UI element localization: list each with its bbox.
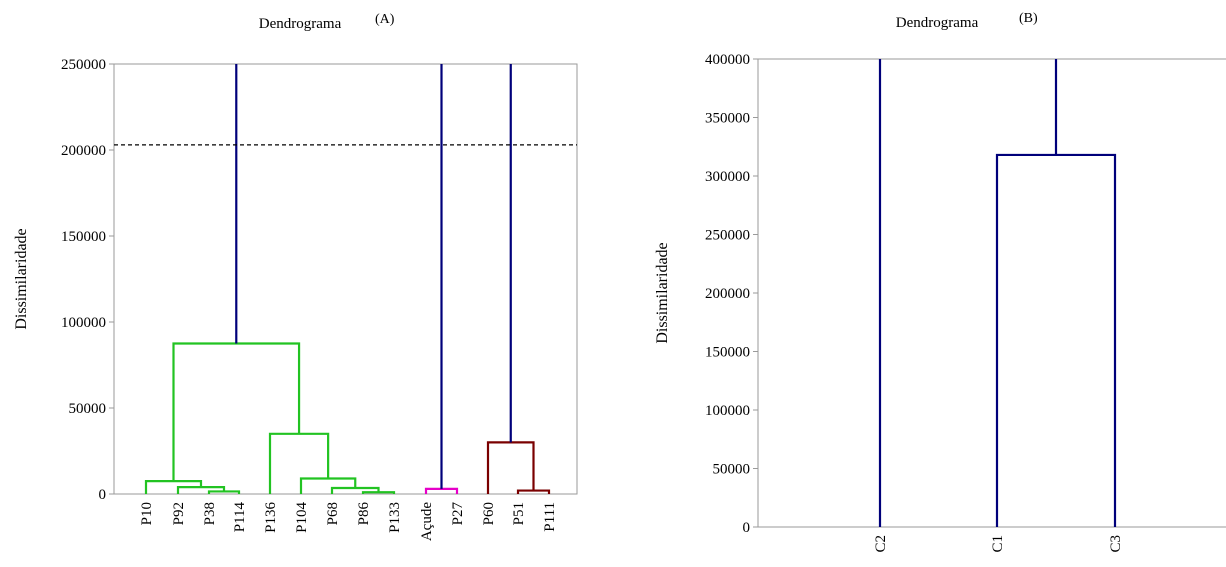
chart-b-leaf-label: C3 [1108,535,1124,553]
chart-b-y-tick-label: 200000 [705,286,750,302]
chart-a-merge-link [268,432,330,494]
chart-a-leaf-labels: P10 P92 P38 P114 P136 P104 P68 P86 P133 Açude P27 P… [139,502,558,542]
chart-a-leaf-label: P27 [450,502,466,526]
chart-b-y-tick-label: 0 [743,520,751,536]
chart-a-leaf-label: P38 [202,502,218,525]
chart-a-merge-link [299,477,357,494]
chart-b-y-tick-label: 400000 [705,52,750,68]
chart-b-panel-label: (B) [1019,11,1038,26]
chart-a-merge-link [516,489,551,494]
chart-b-merge-link [995,153,1117,527]
chart-a-y-axis-label: Dissimilaridade [13,228,30,329]
chart-b-y-axis-label: Dissimilaridade [654,242,671,343]
chart-a-leaf-label: P111 [542,502,558,532]
chart-a-leaf-label: P136 [263,502,279,533]
chart-a-title: Dendrograma [259,16,342,32]
chart-b-y-tick-label: 250000 [705,228,750,244]
chart-a-leaf-label: P60 [481,502,497,525]
chart-a-y-tick-label: 200000 [61,143,106,159]
chart-a-leaf-label: P133 [387,502,403,533]
chart-b-y-tick-label: 150000 [705,345,750,361]
dendrogram-panel-a: Dendrograma (A) Dissimilaridade 0 50000 10… [13,12,578,542]
chart-b-leaf-label: C2 [873,535,889,553]
chart-b-title: Dendrograma [896,15,979,31]
chart-b-links [878,59,1117,527]
chart-a-y-tick-label: 250000 [61,57,106,73]
chart-a-merge-link [486,441,535,494]
chart-a-leaf-label: Açude [419,502,435,541]
chart-a-y-tick-label: 150000 [61,229,106,245]
chart-b-y-tick-label: 100000 [705,403,750,419]
chart-a-merge-link [172,342,301,482]
chart-b-axes [757,58,1226,528]
chart-a-leaf-label: P51 [511,502,527,525]
chart-b-y-tick-label: 50000 [713,462,751,478]
chart-b-y-tick-label: 350000 [705,111,750,127]
chart-b-y-tick-label: 300000 [705,169,750,185]
chart-a-y-ticks: 0 50000 100000 150000 200000 250000 [61,57,114,503]
chart-a-plot-frame [113,63,578,495]
chart-a-y-tick-label: 50000 [69,401,107,417]
chart-a-leaf-label: P92 [171,502,187,525]
chart-a-merge-link [424,487,459,494]
chart-a-leaf-label: P86 [356,502,372,526]
chart-b-y-ticks: 0 50000 100000 150000 200000 250000 300000 3500… [705,52,758,536]
chart-b-leaf-labels: C2 C1 C3 [873,535,1124,553]
chart-a-links [144,64,551,494]
chart-a-leaf-label: P10 [139,502,155,525]
chart-a-panel-label: (A) [375,12,395,27]
chart-a-leaf-label: P68 [325,502,341,525]
dendrogram-panel-b: Dendrograma (B) Dissimilaridade 0 50000 10… [654,11,1226,553]
chart-b-leaf-label: C1 [990,535,1006,553]
chart-a-y-tick-label: 0 [99,487,107,503]
chart-a-leaf-label: P104 [294,502,310,533]
chart-a-leaf-label: P114 [232,502,248,533]
chart-a-y-tick-label: 100000 [61,315,106,331]
